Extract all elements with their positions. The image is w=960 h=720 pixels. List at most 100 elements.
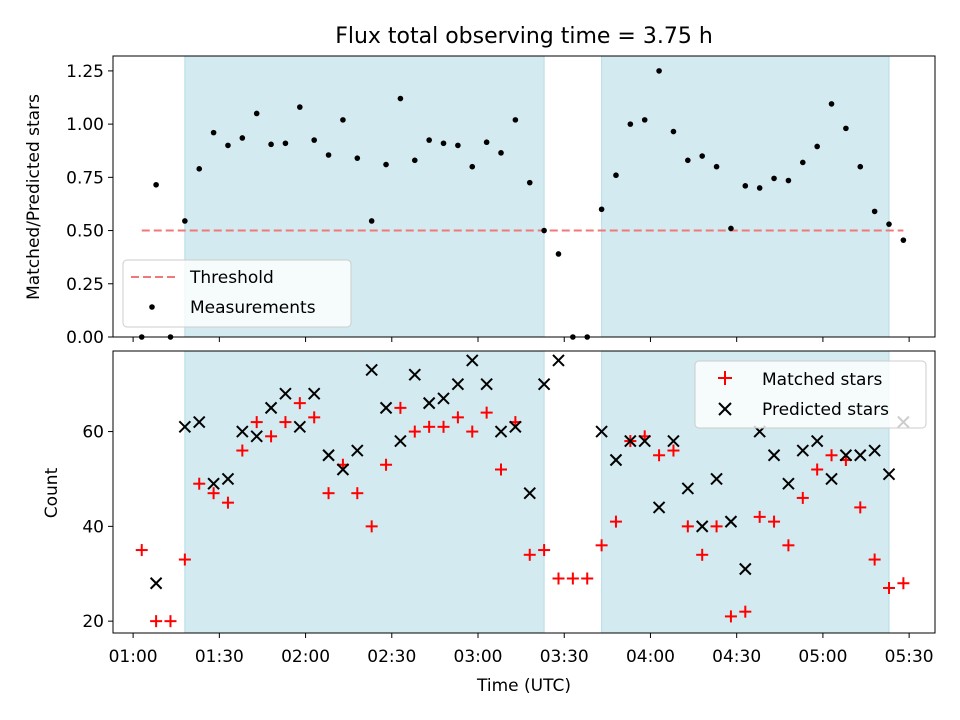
matched-star-point	[566, 572, 579, 585]
matched-star-point	[408, 425, 421, 438]
predicted-star-point	[810, 434, 824, 448]
measurement-point	[383, 161, 389, 168]
measurement-point	[368, 218, 375, 224]
measurement-point	[598, 206, 605, 213]
matched-star-point	[782, 539, 795, 552]
measurement-point	[670, 128, 677, 135]
matched-star-point	[178, 553, 191, 566]
matched-star-point	[150, 615, 163, 628]
matched-star-point	[236, 444, 249, 457]
bottom-x-tick-label: 01:00	[109, 647, 158, 667]
bottom-y-tick-label: 40	[82, 517, 104, 537]
predicted-star-point	[250, 430, 263, 443]
measurement-points	[138, 68, 907, 340]
matched-star-point	[394, 401, 407, 414]
measurement-point	[340, 117, 346, 123]
measurement-point	[426, 137, 432, 143]
predicted-star-point	[365, 363, 378, 377]
bottom-x-tick-label: 05:00	[798, 647, 847, 667]
legend-predicted-swatch	[718, 402, 732, 416]
legend-threshold-label: Threshold	[189, 268, 274, 288]
predicted-star-point	[394, 434, 407, 448]
predicted-star-point	[494, 425, 508, 438]
bottom-x-axis-label: Time (UTC)	[476, 676, 571, 696]
predicted-star-point	[767, 449, 781, 462]
predicted-star-point	[552, 354, 565, 367]
matched-star-point	[221, 496, 234, 509]
bottom-x-tick-label: 03:00	[454, 647, 503, 667]
measurement-point	[498, 150, 504, 156]
matched-star-point	[768, 515, 781, 528]
matched-star-point	[135, 544, 148, 557]
legend-measurements-label: Measurements	[190, 298, 316, 318]
measurement-point	[469, 163, 476, 170]
measurement-point	[613, 172, 619, 179]
measurement-point	[440, 140, 447, 147]
predicted-star-point	[236, 425, 249, 438]
matched-star-point	[811, 463, 824, 476]
measurement-point	[871, 208, 878, 215]
measurement-point	[713, 163, 720, 170]
predicted-star-point	[854, 449, 867, 462]
top-y-tick-label: 0.00	[66, 328, 104, 348]
measurement-point	[541, 227, 547, 234]
measurement-point	[742, 183, 749, 189]
predicted-star-point	[379, 401, 393, 415]
matched-star-point	[250, 416, 263, 429]
bottom-y-tick-label: 20	[82, 612, 104, 632]
matched-star-point	[552, 572, 565, 585]
measurement-point	[153, 181, 159, 188]
measurement-point	[627, 121, 634, 127]
measurement-point	[886, 221, 892, 227]
bottom-shaded-span-1	[184, 350, 545, 634]
top-legend-box	[122, 259, 352, 328]
measurement-point	[196, 166, 203, 172]
bottom-x-tick-label: 03:30	[540, 647, 589, 667]
bottom-y-axis-ticks: 20 40 60	[82, 423, 113, 632]
measurement-point	[656, 68, 662, 74]
legend-predicted-label: Predicted stars	[762, 400, 889, 420]
measurement-point	[182, 218, 188, 224]
matched-star-point	[365, 520, 378, 533]
predicted-star-point	[724, 515, 738, 528]
predicted-star-point	[336, 463, 350, 476]
top-legend: Threshold Measurements	[122, 259, 352, 328]
predicted-star-point	[638, 434, 651, 448]
predicted-star-point	[868, 444, 881, 457]
measurement-point	[297, 104, 303, 110]
matched-star-point	[308, 411, 321, 424]
measurement-point	[397, 95, 404, 102]
matched-star-point	[653, 449, 666, 462]
predicted-star-point	[624, 434, 637, 448]
matched-star-point	[753, 510, 766, 523]
predicted-star-point	[796, 444, 809, 457]
matched-star-point	[164, 615, 177, 628]
measurement-point	[253, 110, 260, 117]
bottom-panel: 20 40 60 01:00 01:30 02:00 02:30 03:00 03:30 04:…	[42, 350, 936, 696]
predicted-star-point	[279, 387, 292, 400]
predicted-star-point	[839, 449, 853, 462]
bottom-x-tick-label: 01:30	[195, 647, 244, 667]
measurement-point	[225, 142, 231, 149]
measurement-point	[555, 251, 562, 257]
predicted-star-point	[408, 368, 421, 381]
measurement-point	[843, 125, 849, 132]
legend-measurements-swatch	[149, 304, 155, 310]
measurement-point	[354, 155, 361, 161]
predicted-star-point	[609, 453, 623, 467]
predicted-star-point	[710, 472, 723, 486]
measurement-point	[799, 159, 806, 166]
matched-star-point	[710, 520, 723, 533]
predicted-star-point	[480, 377, 493, 391]
predicted-star-point	[537, 377, 551, 391]
matched-star-point	[437, 420, 450, 433]
matched-star-point	[193, 477, 206, 490]
matched-star-point	[854, 501, 867, 514]
matched-star-point	[825, 449, 838, 462]
matched-star-point	[423, 420, 436, 433]
matched-star-point	[523, 548, 536, 561]
figure-title: Flux total observing time = 3.75 h	[335, 24, 713, 49]
bottom-x-tick-label: 04:30	[712, 647, 761, 667]
bottom-x-axis-ticks: 01:00 01:30 02:00 02:30 03:00 03:30 04:00 04:30…	[109, 633, 934, 667]
